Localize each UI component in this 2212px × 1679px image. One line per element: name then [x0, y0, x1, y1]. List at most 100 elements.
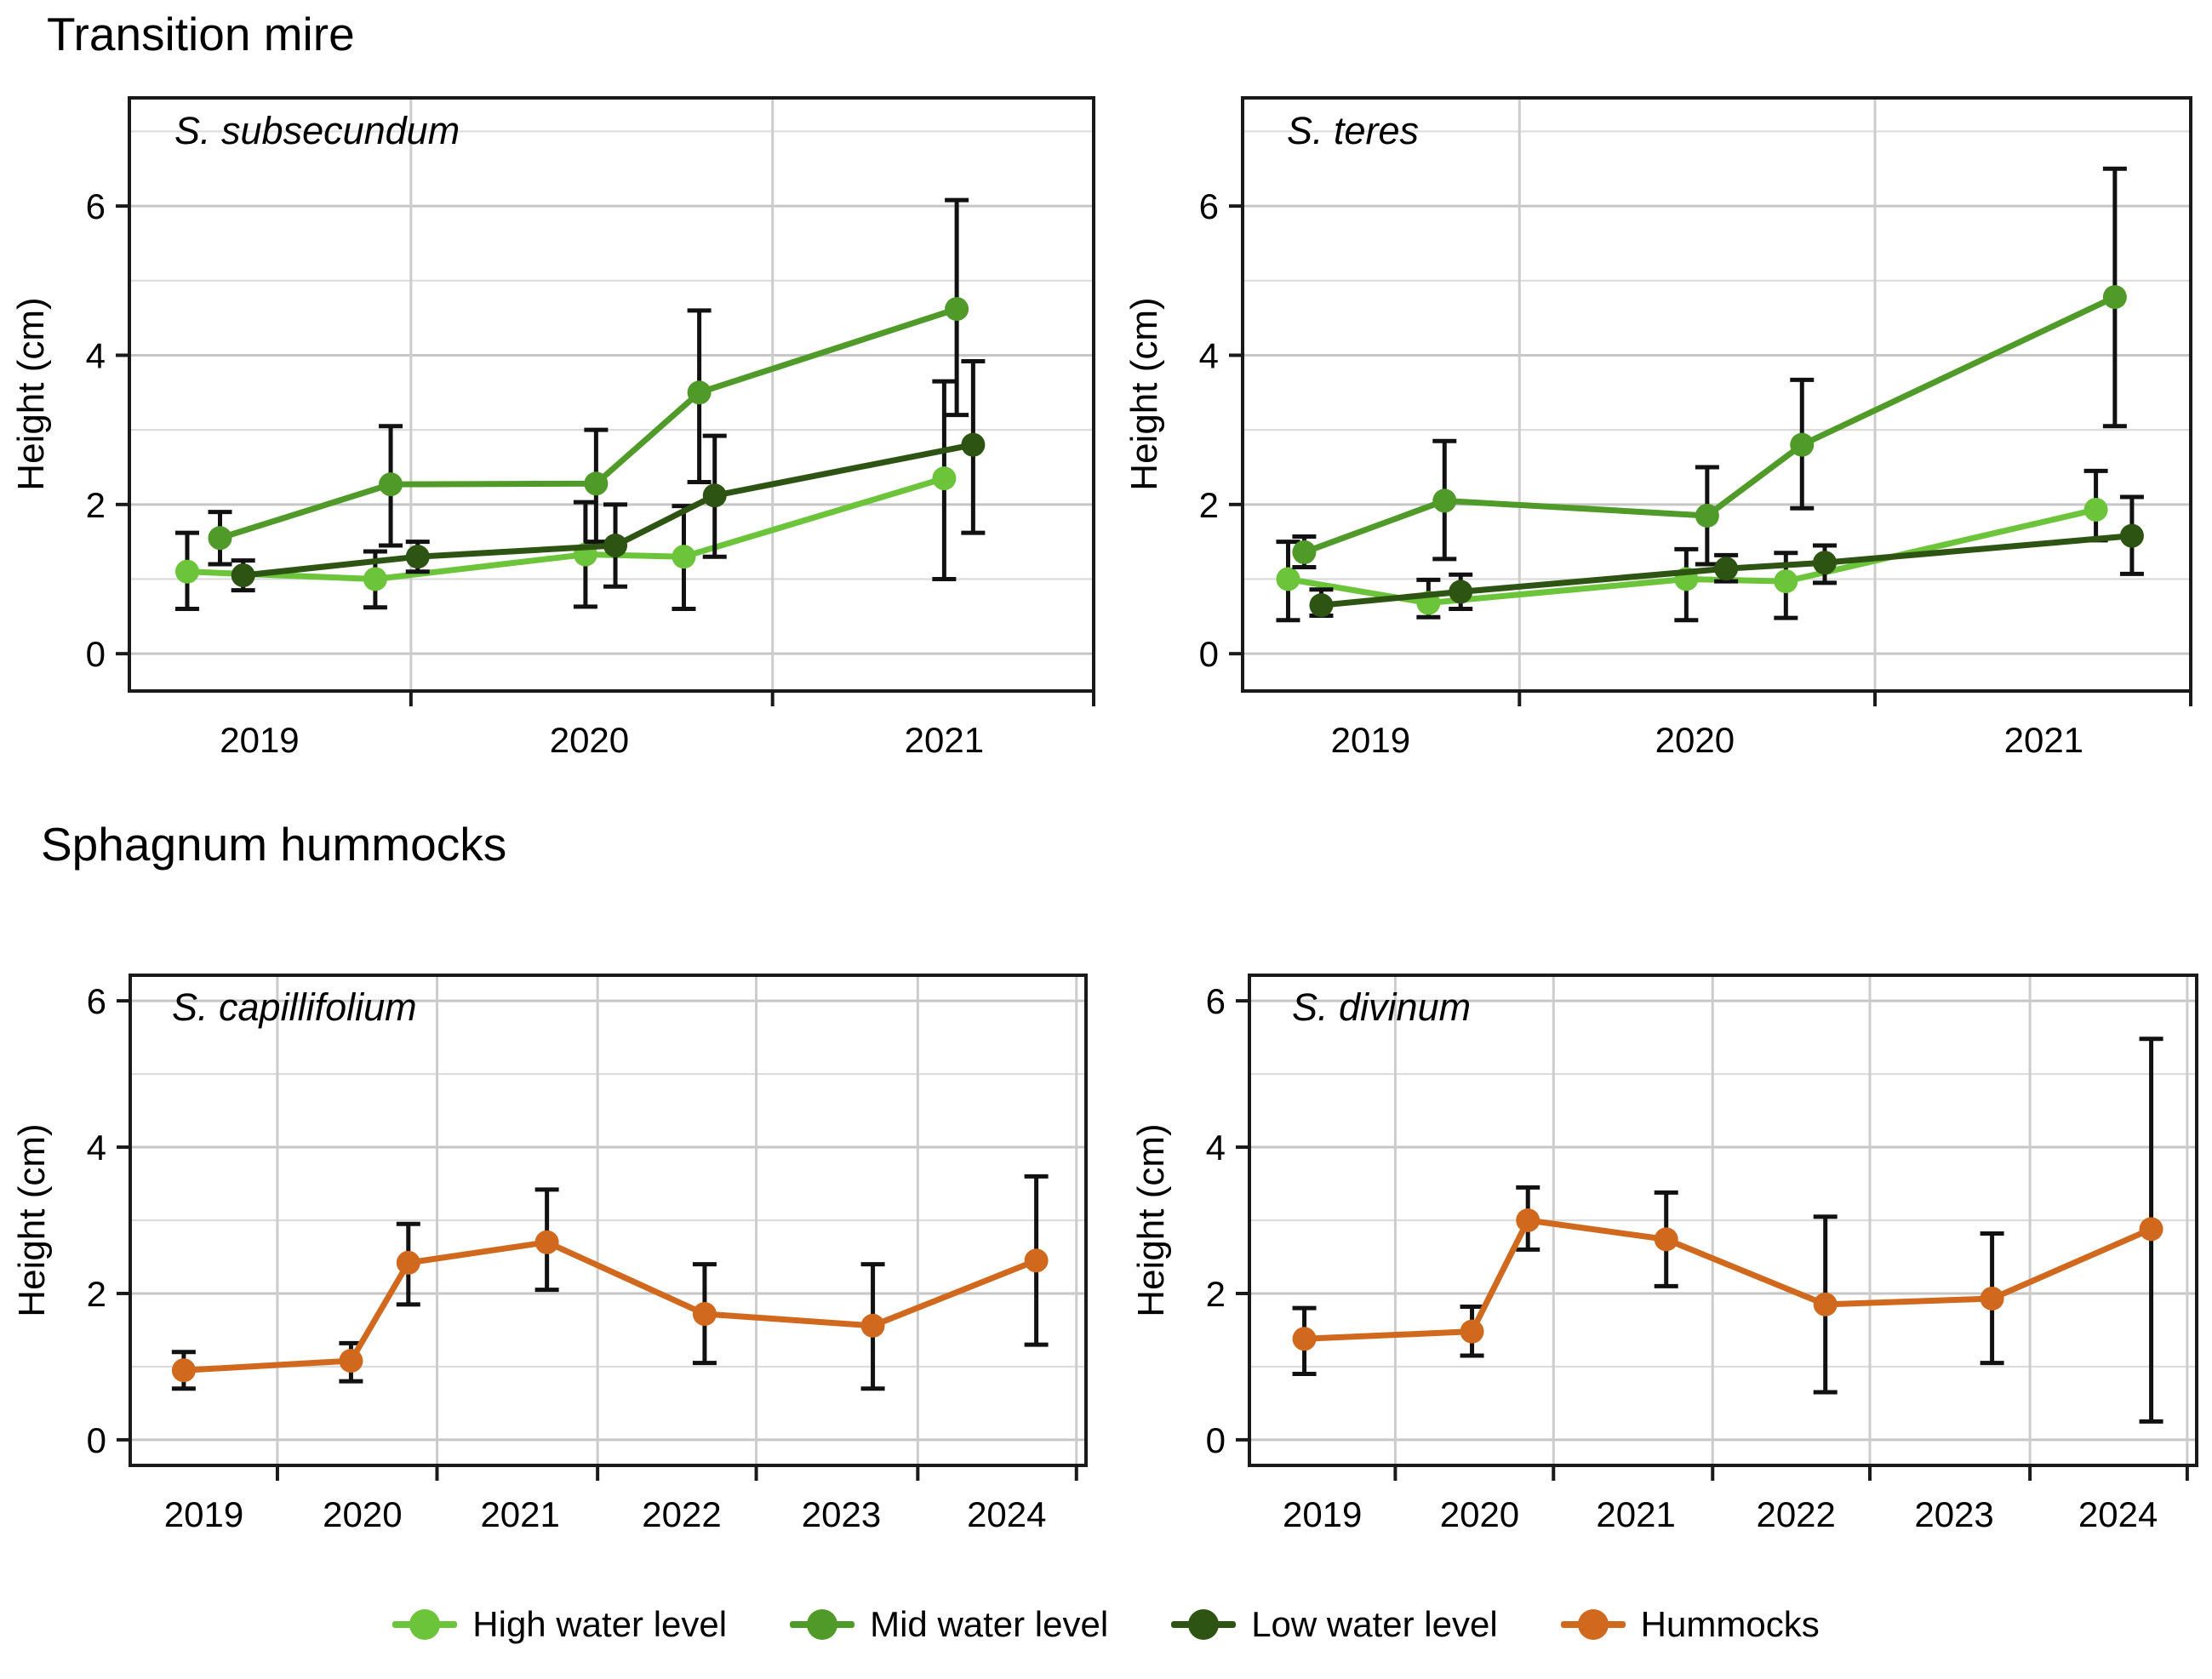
data-point: [1980, 1286, 2004, 1311]
legend-label: Mid water level: [870, 1604, 1109, 1644]
legend-label: Hummocks: [1640, 1604, 1820, 1644]
svg-text:6: 6: [86, 186, 106, 226]
series-mid-water-level: [1292, 166, 2127, 569]
data-point: [1292, 540, 1317, 564]
data-point: [405, 545, 430, 569]
y-axis-title-divinum: Height (cm): [1130, 1123, 1172, 1317]
low-water-level-marker-icon: [1171, 1609, 1237, 1640]
data-point: [1449, 580, 1473, 604]
plot-subsecundum: 0 2 4 6 2019 2020 2021: [86, 96, 1095, 760]
data-point: [584, 471, 609, 496]
series-line: [180, 1239, 1040, 1373]
data-point: [1024, 1248, 1049, 1273]
y-axis-title-teres: Height (cm): [1123, 297, 1165, 491]
data-point: [1695, 503, 1719, 528]
data-point: [932, 466, 957, 491]
data-point: [231, 563, 255, 588]
data-point: [534, 1230, 559, 1254]
legend-item-mid-water-level: Mid water level: [790, 1604, 1108, 1645]
data-point: [702, 483, 727, 508]
svg-text:2: 2: [86, 485, 106, 525]
data-point: [379, 472, 403, 497]
svg-text:4: 4: [87, 1128, 106, 1168]
data-point: [961, 432, 986, 457]
svg-text:0: 0: [1206, 1420, 1226, 1460]
svg-text:2: 2: [87, 1274, 106, 1314]
series-hummocks: [1292, 1037, 2163, 1424]
svg-text:2024: 2024: [2078, 1494, 2158, 1534]
legend-label: High water level: [472, 1604, 728, 1644]
svg-text:2021: 2021: [2004, 720, 2083, 760]
legend-label: Low water level: [1251, 1604, 1498, 1644]
svg-text:2019: 2019: [164, 1494, 243, 1534]
svg-text:2024: 2024: [967, 1494, 1046, 1534]
species-label-subsecundum: S. subsecundum: [174, 109, 460, 152]
svg-text:2023: 2023: [802, 1494, 881, 1534]
svg-text:0: 0: [87, 1420, 106, 1460]
species-label-divinum: S. divinum: [1292, 985, 1472, 1029]
data-point: [1714, 557, 1739, 581]
data-point: [171, 1358, 196, 1383]
section-title-sphagnum-hummocks: Sphagnum hummocks: [41, 818, 507, 871]
data-point: [363, 567, 387, 591]
high-water-level-marker-icon: [392, 1609, 458, 1640]
data-point: [945, 297, 969, 322]
species-label-teres: S. teres: [1287, 109, 1420, 152]
data-point: [692, 1302, 717, 1327]
hummocks-marker-icon: [1560, 1609, 1626, 1640]
svg-text:2020: 2020: [550, 720, 629, 760]
plot-divinum: 0 2 4 6 2019 2020 2021 2022 2023 2024: [1206, 974, 2198, 1534]
data-point: [1813, 1292, 1838, 1316]
series-line: [184, 475, 947, 582]
data-point: [2139, 1217, 2163, 1242]
legend-item-high-water-level: High water level: [392, 1604, 727, 1645]
svg-text:2019: 2019: [1283, 1494, 1362, 1534]
data-point: [1292, 1327, 1317, 1351]
svg-text:2020: 2020: [323, 1494, 402, 1534]
svg-text:0: 0: [86, 634, 106, 674]
svg-text:2022: 2022: [1756, 1494, 1835, 1534]
plot-capillifolium: 0 2 4 6 2019 2020 2021 2022 2023 2024: [87, 974, 1088, 1534]
svg-text:2019: 2019: [220, 720, 299, 760]
series-line: [1301, 1217, 2155, 1342]
data-point: [1276, 567, 1300, 591]
series-high-water-level: [174, 379, 957, 612]
data-point: [2119, 523, 2144, 548]
y-axis-title-subsecundum: Height (cm): [10, 297, 52, 491]
svg-text:4: 4: [1199, 335, 1219, 375]
legend-item-hummocks: Hummocks: [1560, 1604, 1820, 1645]
mid-water-level-marker-icon: [790, 1609, 855, 1640]
svg-text:0: 0: [1199, 634, 1219, 674]
svg-text:2023: 2023: [1914, 1494, 1993, 1534]
svg-text:4: 4: [86, 335, 106, 375]
svg-text:2021: 2021: [1596, 1494, 1675, 1534]
svg-text:2021: 2021: [905, 720, 984, 760]
data-point: [603, 534, 628, 558]
svg-text:2020: 2020: [1440, 1494, 1519, 1534]
series-mid-water-level: [208, 197, 969, 567]
data-point: [1790, 432, 1815, 457]
svg-text:2021: 2021: [480, 1494, 559, 1534]
plot-teres: 0 2 4 6 2019 2020 2021: [1199, 96, 2192, 760]
data-point: [1812, 551, 1837, 575]
y-axis-title-capillifolium: Height (cm): [11, 1123, 53, 1317]
series-hummocks: [171, 1174, 1049, 1391]
svg-text:2: 2: [1199, 485, 1219, 525]
data-point: [1654, 1227, 1678, 1252]
svg-text:4: 4: [1206, 1128, 1226, 1168]
data-point: [339, 1349, 363, 1373]
data-point: [2102, 285, 2127, 310]
data-point: [1516, 1208, 1540, 1232]
data-point: [208, 526, 232, 551]
data-point: [672, 545, 696, 569]
data-point: [174, 559, 199, 584]
data-point: [1309, 593, 1334, 618]
svg-text:2022: 2022: [642, 1494, 721, 1534]
svg-text:6: 6: [87, 981, 106, 1021]
data-point: [687, 380, 712, 405]
series-low-water-level: [231, 358, 986, 593]
data-point: [860, 1313, 885, 1338]
series-low-water-level: [1309, 494, 2144, 618]
svg-text:2020: 2020: [1655, 720, 1735, 760]
